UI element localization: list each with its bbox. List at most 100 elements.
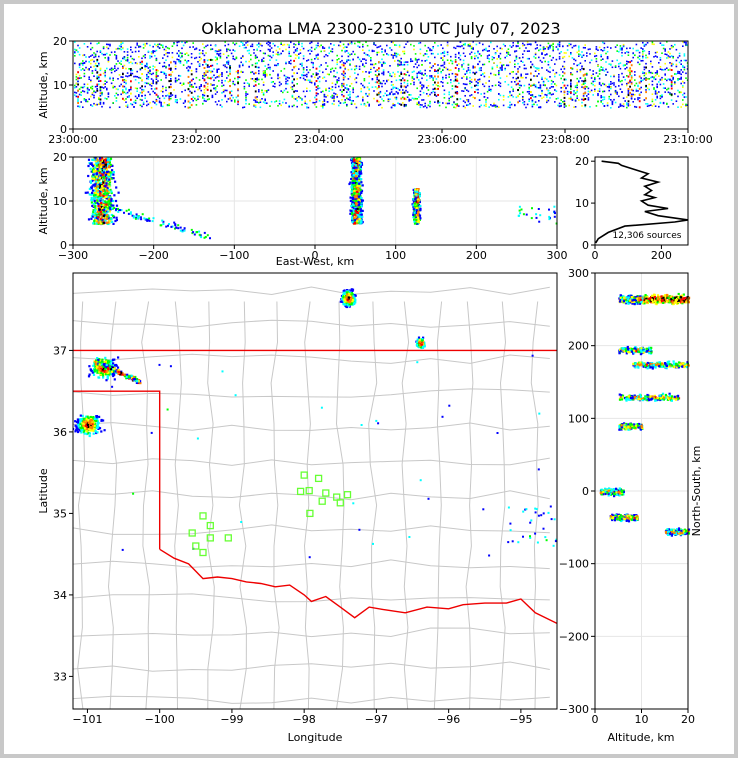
source-point — [512, 96, 514, 98]
source-point — [288, 61, 290, 63]
source-point — [234, 83, 236, 86]
source-point — [74, 48, 76, 51]
source-point — [470, 51, 473, 54]
source-point — [277, 74, 279, 77]
source-point — [99, 101, 102, 104]
source-point — [488, 89, 490, 91]
source-point — [606, 46, 609, 48]
source-point — [406, 82, 409, 85]
source-point — [160, 101, 162, 104]
source-point — [77, 105, 79, 108]
source-point — [80, 69, 82, 71]
source-point — [664, 50, 666, 52]
source-point — [123, 99, 126, 101]
source-point — [365, 41, 367, 43]
source-point — [206, 70, 209, 73]
source-point — [531, 63, 534, 66]
source-point — [350, 42, 353, 45]
source-point — [173, 42, 175, 45]
source-point — [357, 56, 359, 59]
source-point — [262, 70, 265, 73]
source-point — [392, 83, 394, 86]
source-point — [317, 73, 319, 75]
source-point — [94, 186, 97, 189]
source-point — [107, 60, 110, 63]
source-point — [246, 41, 249, 43]
source-point — [610, 83, 612, 85]
source-point — [309, 79, 311, 82]
source-point — [264, 74, 266, 76]
source-point — [674, 73, 676, 75]
source-point — [198, 49, 201, 51]
source-point — [322, 90, 324, 93]
source-point — [245, 46, 247, 49]
source-point — [251, 78, 254, 80]
source-point — [128, 90, 130, 92]
source-point — [88, 60, 90, 63]
source-point — [102, 72, 105, 75]
source-point — [334, 93, 337, 95]
source-point — [98, 78, 100, 80]
source-point — [360, 163, 364, 166]
source-point — [101, 162, 104, 165]
source-point — [99, 80, 102, 82]
source-point — [240, 61, 242, 64]
source-point — [165, 52, 167, 55]
source-point — [570, 53, 572, 56]
source-point — [360, 199, 363, 202]
source-point — [362, 63, 364, 65]
source-point — [195, 56, 198, 59]
source-point — [136, 87, 138, 90]
source-point — [387, 54, 390, 56]
source-point — [338, 58, 340, 60]
source-point — [360, 197, 363, 200]
source-point — [374, 74, 377, 76]
source-point — [638, 87, 641, 90]
source-point — [613, 98, 615, 101]
source-point — [104, 57, 106, 59]
source-point — [448, 91, 450, 93]
source-point — [136, 44, 138, 46]
source-point — [299, 49, 302, 51]
source-point — [392, 41, 394, 44]
source-point — [291, 96, 294, 98]
source-point — [344, 46, 346, 48]
source-point — [525, 67, 527, 70]
source-point — [138, 46, 140, 48]
source-point — [611, 66, 614, 69]
source-point — [432, 88, 434, 90]
source-point — [640, 86, 642, 89]
source-point — [242, 64, 244, 67]
source-point — [189, 106, 191, 109]
source-point — [626, 96, 628, 98]
source-point — [322, 103, 324, 106]
source-point — [134, 95, 137, 98]
source-point — [152, 45, 154, 48]
source-point — [229, 78, 231, 81]
source-point — [402, 89, 404, 91]
source-point — [272, 85, 274, 87]
source-point — [251, 45, 254, 48]
source-point — [278, 48, 281, 50]
source-point — [478, 105, 481, 108]
source-point — [92, 194, 96, 197]
source-point — [110, 198, 113, 201]
source-point — [214, 45, 217, 47]
source-point — [379, 45, 382, 47]
source-point — [522, 97, 524, 99]
source-point — [595, 55, 598, 57]
source-point — [218, 75, 220, 77]
source-point — [504, 56, 506, 59]
source-point — [258, 90, 260, 93]
source-point — [646, 87, 649, 90]
source-point — [469, 94, 471, 97]
source-point — [234, 58, 236, 61]
source-point — [128, 74, 130, 77]
source-point — [538, 49, 540, 52]
source-point — [675, 65, 678, 68]
source-point — [104, 163, 107, 166]
source-point — [139, 61, 142, 64]
source-point — [650, 60, 652, 63]
source-point — [318, 80, 321, 83]
source-point — [493, 73, 495, 76]
